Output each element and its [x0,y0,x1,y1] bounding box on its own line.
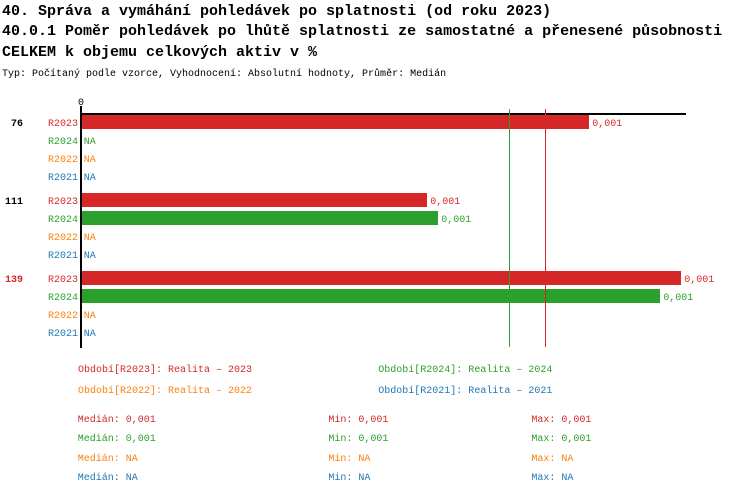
group-label: 139 [4,274,23,286]
legend-item-r2022: Období[R2022]: Realita – 2022 [78,385,253,397]
chart-title-line1: 40. Správa a vymáhání pohledávek po spla… [2,2,552,20]
bar-value-label: 0,001 [430,196,461,208]
bar [82,210,438,226]
stat-min: Min: NA [328,453,371,465]
row-label: R2023 [48,196,79,208]
chart-meta-line: Typ: Počítaný podle vzorce, Vyhodnocení:… [2,69,447,81]
bar-value-label: 0,001 [592,118,623,130]
stat-max: Max: NA [531,453,574,465]
stat-min: Min: 0,001 [328,414,389,426]
na-label: NA [83,136,96,148]
chart-title-line2: 40.0.1 Poměr pohledávek po lhůtě splatno… [2,22,723,40]
stat-max: Max: 0,001 [531,414,592,426]
bar [82,192,427,208]
y-axis-line [80,106,82,348]
bar-value-label: 0,001 [663,292,694,304]
stat-median: Medián: NA [77,473,138,485]
legend-item-r2023: Období[R2023]: Realita – 2023 [78,365,253,377]
row-label: R2021 [48,172,79,184]
row-label: R2024 [48,214,79,226]
median-line-2024 [508,108,510,347]
na-label: NA [83,172,96,184]
stat-median: Medián: NA [77,453,138,465]
bar-value-label: 0,001 [684,274,715,286]
bar-value-label: 0,001 [441,214,472,226]
na-label: NA [83,154,96,166]
row-label: R2023 [48,274,79,286]
group-label: 76 [10,118,23,130]
na-label: NA [83,310,96,322]
stat-min: Min: 0,001 [328,434,389,446]
row-label: R2021 [48,250,79,262]
group-label: 111 [4,196,23,208]
row-label: R2024 [48,136,79,148]
na-label: NA [83,250,96,262]
legend-item-r2024: Období[R2024]: Realita – 2024 [378,365,553,377]
stat-max: Max: 0,001 [531,434,592,446]
row-label: R2024 [48,292,79,304]
na-label: NA [83,232,96,244]
x-axis-line [80,113,686,115]
legend-item-r2021: Období[R2021]: Realita – 2021 [378,385,553,397]
stat-max: Max: NA [531,473,574,485]
bar [82,288,660,304]
bar [82,114,589,130]
stat-median: Medián: 0,001 [77,434,156,446]
na-label: NA [83,328,96,340]
median-line-2023 [544,108,547,347]
x-axis-tick-label: 0 [77,97,84,109]
row-label: R2022 [48,154,79,166]
stat-median: Medián: 0,001 [77,414,156,426]
row-label: R2022 [48,232,79,244]
chart-title-line3: CELKEM k objemu celkových aktiv v % [2,44,318,62]
stat-min: Min: NA [328,473,371,485]
row-label: R2021 [48,328,79,340]
row-label: R2023 [48,118,79,130]
bar [82,270,681,286]
row-label: R2022 [48,310,79,322]
